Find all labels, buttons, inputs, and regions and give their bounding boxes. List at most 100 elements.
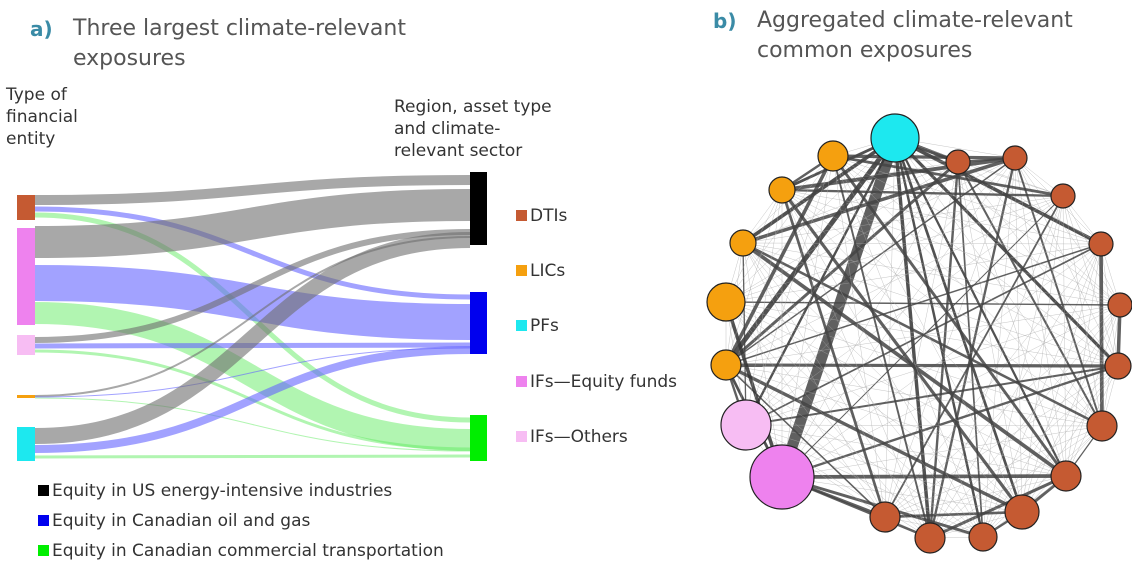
edge [725, 301, 886, 518]
edge [725, 363, 1023, 514]
edge [725, 301, 1103, 427]
network-node [706, 282, 746, 322]
edge [725, 155, 834, 303]
edge [781, 189, 984, 538]
edge [725, 157, 1016, 303]
edge [745, 365, 1119, 426]
panel-letter: b) [713, 9, 737, 33]
target-node [470, 172, 487, 245]
legend-label: Equity in Canadian commercial transporta… [52, 541, 444, 561]
edge [832, 154, 1064, 198]
network-node [869, 501, 901, 533]
edge [725, 364, 1067, 477]
axis-label: Type of financial entity [6, 85, 78, 149]
edge [725, 157, 1016, 366]
edge [725, 243, 1102, 366]
edge [742, 242, 1023, 513]
legend-item: IFs—Others [516, 426, 628, 448]
edge [745, 424, 1023, 513]
edge [884, 475, 1067, 518]
edge [1021, 243, 1102, 513]
legend-swatch [38, 515, 49, 526]
legend-item: Equity in Canadian oil and gas [38, 510, 310, 532]
edge [742, 161, 959, 244]
panel-letter: a) [30, 17, 53, 41]
edge [742, 242, 1121, 306]
edge [781, 161, 959, 478]
network-node [914, 522, 946, 554]
legend-item: Equity in Canadian commercial transporta… [38, 540, 444, 562]
edge [725, 363, 1119, 368]
edge [884, 510, 1023, 519]
network-node [1107, 292, 1132, 318]
legend-swatch [38, 485, 49, 496]
edge [1014, 157, 1121, 306]
edge [725, 301, 931, 539]
source-node [17, 195, 35, 220]
edge [982, 304, 1121, 538]
edge [884, 161, 959, 518]
edge [781, 364, 1119, 479]
edge [884, 365, 1119, 518]
edge [781, 155, 834, 478]
edge [929, 425, 1103, 539]
edge [781, 188, 1064, 198]
legend-item: PFs [516, 315, 559, 337]
panel-title: Aggregated climate-relevant common expos… [757, 8, 1073, 63]
network-node [1050, 460, 1082, 492]
edge [781, 195, 1064, 478]
edge [725, 189, 783, 366]
panel-title: Three largest climate-relevant exposures [73, 16, 406, 71]
edge [832, 155, 1119, 367]
edge [725, 137, 896, 303]
edge [894, 137, 1121, 306]
edge [1014, 157, 1103, 427]
edge [831, 155, 1068, 477]
edge [1099, 243, 1104, 427]
edge [745, 195, 1064, 426]
edge [884, 304, 1121, 518]
axis-label: Region, asset type and climate-relevant … [394, 97, 552, 161]
edge [884, 195, 1064, 518]
edge [832, 155, 1023, 513]
network-node [729, 229, 757, 257]
source-node [17, 427, 35, 461]
edge [725, 364, 1103, 427]
flow [34, 346, 471, 453]
edge [742, 242, 931, 539]
edge [1065, 243, 1102, 477]
edge [781, 189, 1102, 245]
edge [832, 154, 1016, 160]
edge [742, 242, 747, 426]
legend-item: LICs [516, 260, 565, 282]
edge [745, 157, 1016, 426]
edge [929, 365, 1119, 539]
network-node [870, 113, 920, 163]
edge [832, 155, 984, 538]
edge [742, 242, 1102, 245]
edge [832, 155, 1121, 306]
flow [34, 206, 471, 300]
edge [781, 189, 1067, 477]
legend-label: PFs [530, 316, 559, 336]
flow [34, 189, 471, 258]
edge [745, 189, 783, 426]
edge [780, 189, 1024, 513]
network-node [749, 444, 815, 510]
source-node [17, 228, 35, 325]
legend-item: Equity in US energy-intensive industries [38, 480, 392, 502]
network-node [710, 349, 742, 381]
edge [741, 241, 1068, 478]
edge [745, 155, 834, 426]
edge [1062, 195, 1067, 477]
edge [1062, 195, 1103, 427]
legend-label: IFs—Equity funds [530, 372, 677, 392]
edge [742, 241, 1103, 428]
edge [884, 243, 1102, 518]
network-node [1002, 145, 1028, 171]
legend-label: IFs—Others [530, 427, 628, 447]
edge [1065, 304, 1121, 477]
edge [780, 189, 887, 518]
edge [725, 160, 959, 367]
